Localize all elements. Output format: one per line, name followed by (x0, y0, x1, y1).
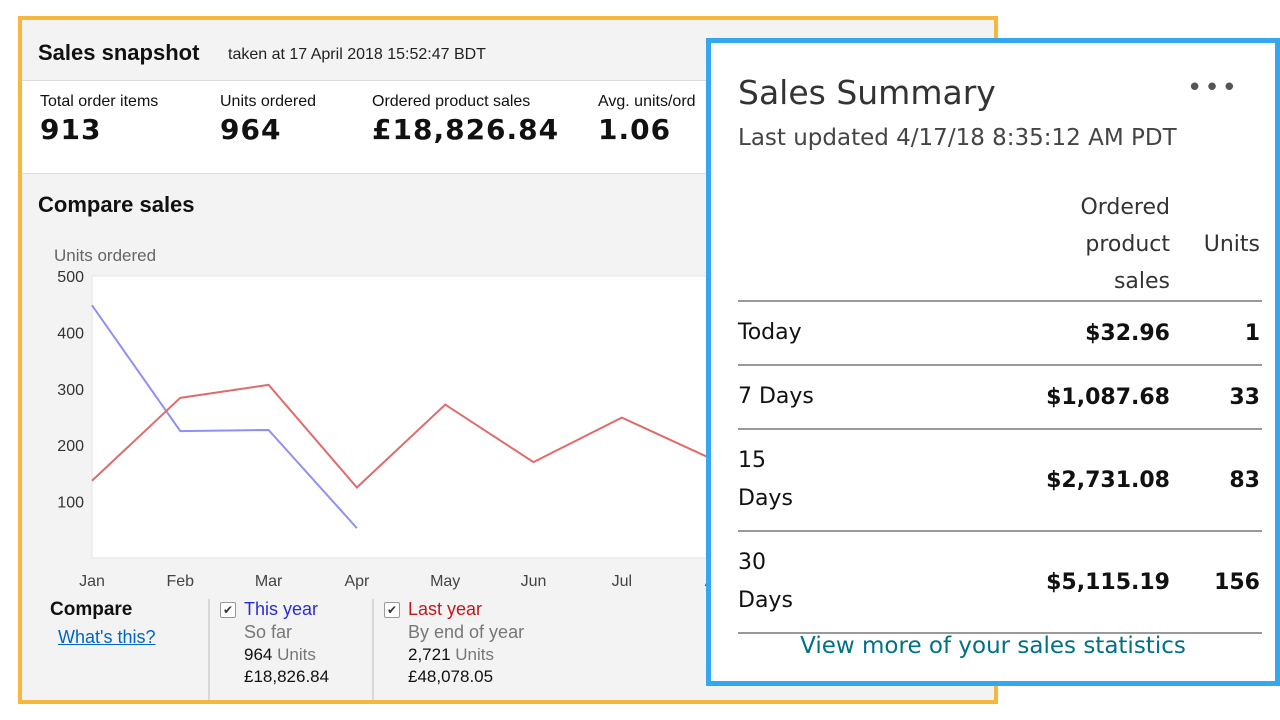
period-cell: 15 Days (738, 428, 858, 531)
metric-value: 913 (40, 113, 102, 146)
snapshot-header: Sales snapshot taken at 17 April 2018 15… (22, 20, 994, 81)
x-tick-label: May (430, 573, 460, 590)
y-tick-label: 200 (57, 438, 84, 455)
series-line-last-year (91, 383, 711, 489)
sales-column-header: Ordered product sales (1080, 195, 1170, 294)
period-header (738, 189, 858, 301)
last-year-units: 2,721 Units (408, 645, 524, 665)
summary-last-updated: Last updated 4/17/18 8:35:12 AM PDT (738, 125, 1177, 151)
table-row: 30 Days $5,115.19 156 (738, 530, 1262, 634)
y-tick-label: 300 (57, 382, 84, 399)
metric-label: Units ordered (220, 93, 317, 110)
metric-value: 1.06 (598, 113, 672, 146)
sales-cell: $5,115.19 (858, 530, 1170, 634)
snapshot-title: Sales snapshot (38, 40, 200, 65)
more-dots-icon[interactable]: ••• (1186, 73, 1239, 103)
last-year-units-value: 2,721 (408, 645, 451, 664)
metric-label: Avg. units/ord (598, 93, 696, 110)
last-year-period: By end of year (408, 622, 525, 642)
x-tick-label: Mar (255, 573, 283, 590)
metric-total-order-items: Total order items 913 (40, 93, 158, 146)
metric-value: 964 (220, 113, 282, 146)
sales-summary-card: Sales Summary ••• Last updated 4/17/18 8… (706, 38, 1280, 686)
compare-legend: Compare What's this? ✔ This year So far … (22, 585, 994, 700)
sales-cell: $1,087.68 (858, 364, 1170, 429)
summary-table: Ordered product sales Units Today $32.96… (738, 189, 1262, 634)
x-tick-label: Apr (344, 573, 370, 590)
compare-legend-title: Compare (50, 599, 133, 620)
x-tick-label: Jun (521, 573, 547, 590)
table-row: 15 Days $2,731.08 83 (738, 428, 1262, 531)
x-tick-label: Feb (167, 573, 195, 590)
units-label: Units (277, 645, 316, 664)
series-line-this-year (91, 304, 358, 529)
chart-y-axis-title: Units ordered (54, 246, 157, 265)
table-row: 7 Days $1,087.68 33 (738, 364, 1262, 429)
y-tick-label: 500 (57, 269, 84, 286)
compare-sales-title: Compare sales (38, 192, 195, 217)
last-year-label: Last year (408, 599, 483, 619)
snapshot-timestamp: taken at 17 April 2018 15:52:47 BDT (228, 46, 486, 63)
this-year-period: So far (244, 622, 293, 642)
units-cell: 33 (1170, 364, 1262, 429)
period-cell: 7 Days (738, 364, 858, 429)
whats-this-link[interactable]: What's this? (58, 627, 156, 647)
metric-ordered-product-sales: Ordered product sales £18,826.84 (372, 93, 559, 146)
this-year-checkbox[interactable]: ✔ (220, 601, 236, 618)
summary-title: Sales Summary (738, 73, 996, 112)
units-cell: 83 (1170, 428, 1262, 531)
legend-last-year: ✔ Last year By end of year 2,721 Units £… (372, 599, 525, 700)
period-cell: Today (738, 300, 858, 365)
view-more-sales-link[interactable]: View more of your sales statistics (800, 633, 1186, 659)
period-cell: 30 Days (738, 530, 858, 634)
units-column-header: Units (1203, 232, 1260, 257)
y-tick-label: 100 (57, 495, 84, 512)
this-year-label: This year (244, 599, 319, 619)
metric-units-ordered: Units ordered 964 (220, 93, 316, 146)
legend-this-year: ✔ This year So far 964 Units £18,826.84 (208, 599, 330, 700)
metric-label: Ordered product sales (372, 93, 531, 110)
summary-table-header: Ordered product sales Units (738, 189, 1262, 301)
sales-cell: $32.96 (858, 300, 1170, 365)
units-cell: 156 (1170, 530, 1262, 634)
x-tick-label: Jul (612, 573, 632, 590)
table-row: Today $32.96 1 (738, 300, 1262, 365)
this-year-units: 964 Units (244, 645, 329, 665)
metric-avg-units-per-order: Avg. units/ord 1.06 (598, 93, 696, 146)
units-label: Units (455, 645, 495, 664)
sales-cell: $2,731.08 (858, 428, 1170, 531)
this-year-units-value: 964 (244, 645, 273, 664)
last-year-sales: £48,078.05 (408, 667, 494, 686)
metric-value: £18,826.84 (372, 113, 560, 146)
y-tick-label: 400 (57, 325, 84, 342)
this-year-sales: £18,826.84 (244, 667, 330, 686)
metric-label: Total order items (40, 93, 159, 110)
x-tick-label: Jan (79, 573, 105, 590)
last-year-checkbox[interactable]: ✔ (384, 601, 400, 618)
units-cell: 1 (1170, 300, 1262, 365)
